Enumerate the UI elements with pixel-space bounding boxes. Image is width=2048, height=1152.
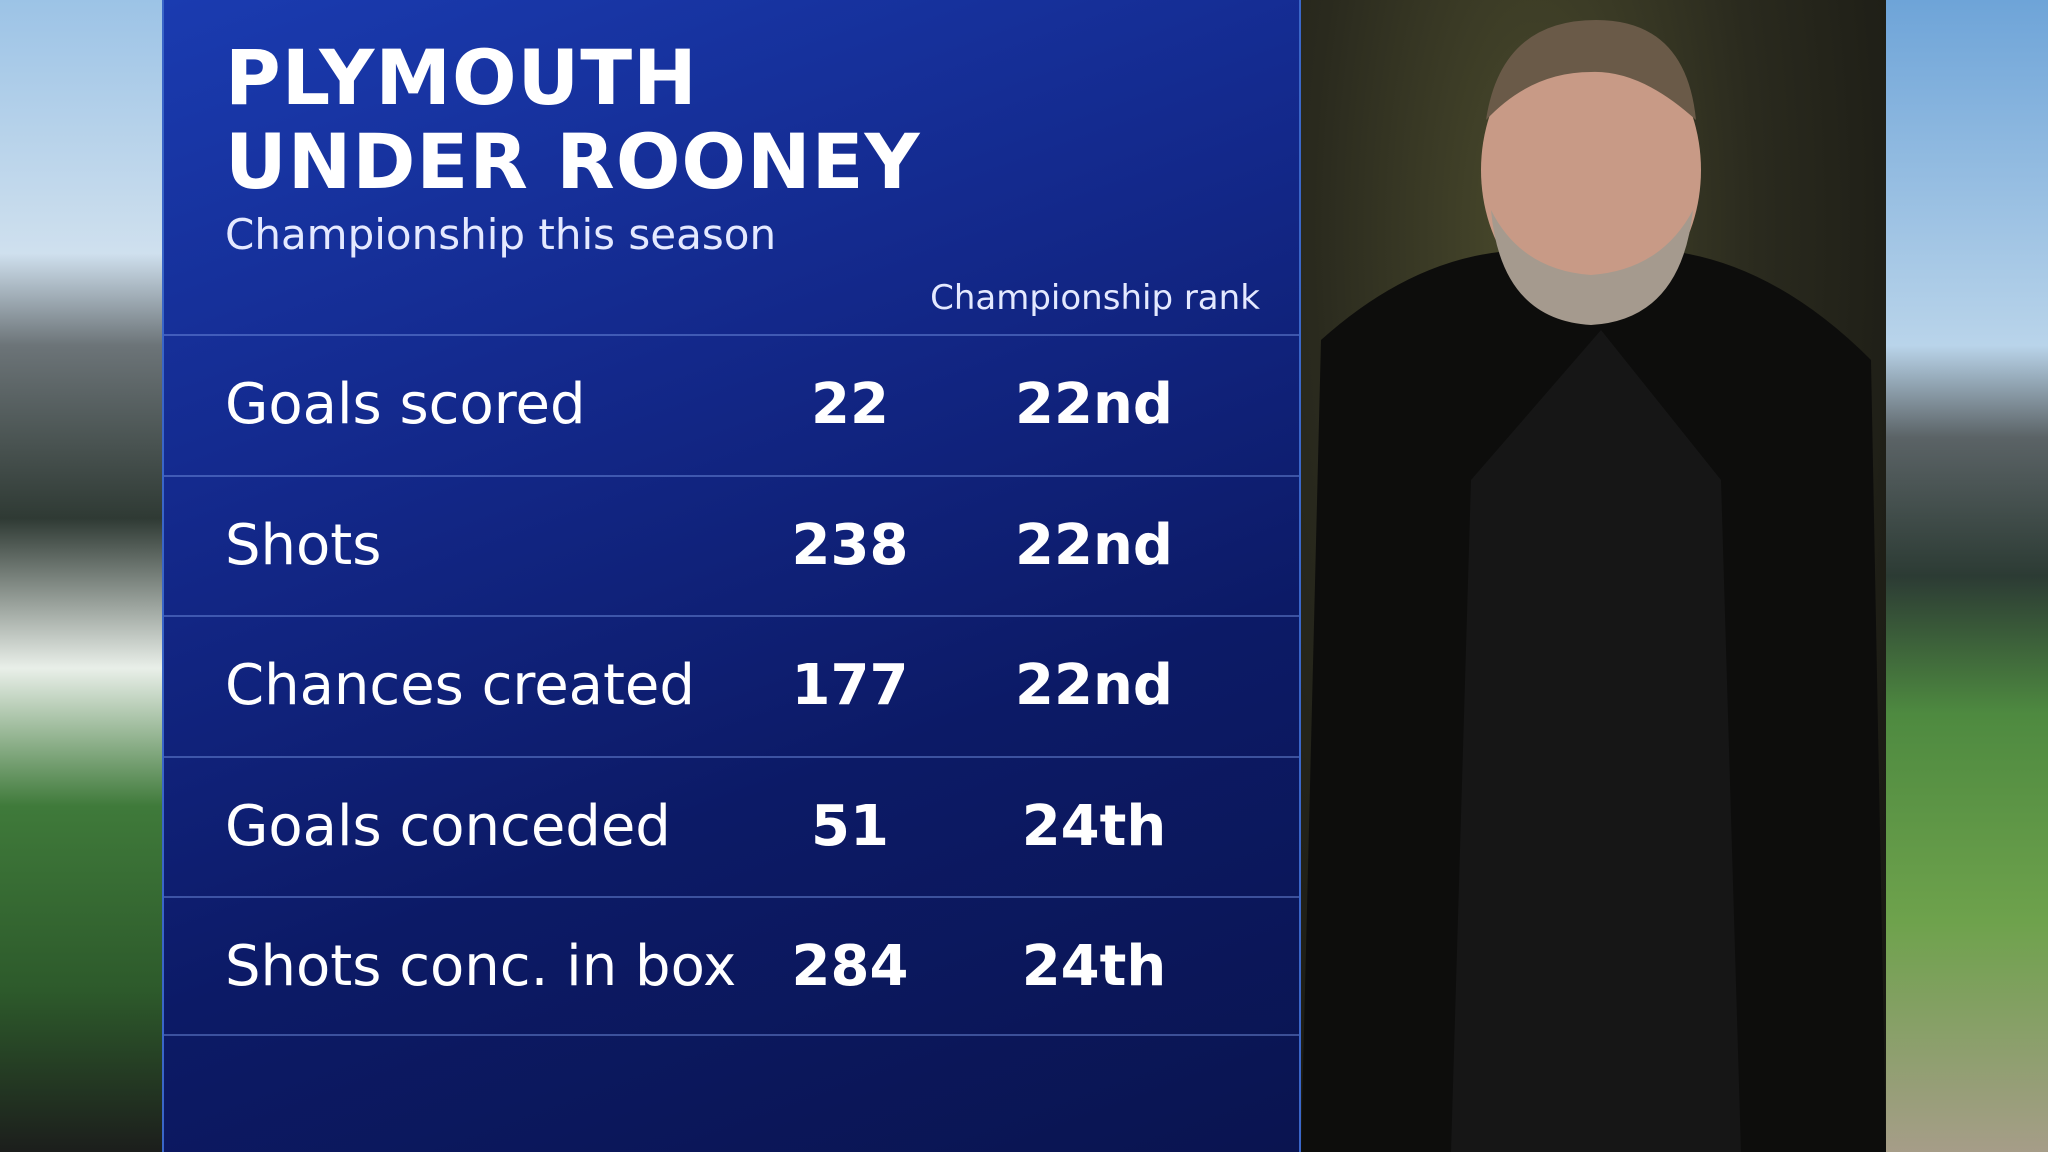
- stadium-background: [0, 0, 162, 1152]
- row-rank: 22nd: [1015, 372, 1173, 437]
- stadium-background: [1886, 0, 2048, 1152]
- row-value: 238: [791, 512, 909, 578]
- subtitle: Championship this season: [225, 210, 777, 259]
- row-rank: 22nd: [1015, 512, 1173, 578]
- row-label: Goals conceded: [225, 793, 671, 859]
- table-row: Shots conc. in box 284 24th: [164, 896, 1299, 1036]
- row-rank: 24th: [1021, 793, 1167, 859]
- column-header: Championship rank: [930, 278, 1260, 318]
- row-value: 284: [791, 934, 909, 999]
- row-rank: 22nd: [1015, 653, 1173, 718]
- row-label: Shots conc. in box: [225, 934, 737, 999]
- table-row: Goals scored 22 22nd: [164, 334, 1299, 474]
- table-row: Shots 238 22nd: [164, 474, 1299, 615]
- row-label: Shots: [225, 512, 382, 578]
- row-rank: 24th: [1021, 934, 1167, 999]
- row-value: 22: [811, 372, 889, 437]
- row-label: Goals scored: [225, 372, 586, 437]
- photo-silhouette: [1301, 20, 1886, 1152]
- stats-panel: [162, 0, 1301, 1152]
- table-row: Goals conceded 51 24th: [164, 755, 1299, 896]
- manager-photo: [1301, 0, 1886, 1152]
- table-row: Chances created 177 22nd: [164, 615, 1299, 755]
- row-value: 177: [791, 653, 909, 718]
- row-value: 51: [811, 793, 889, 859]
- title: PLYMOUTH UNDER ROONEY: [225, 33, 921, 206]
- row-label: Chances created: [225, 653, 695, 718]
